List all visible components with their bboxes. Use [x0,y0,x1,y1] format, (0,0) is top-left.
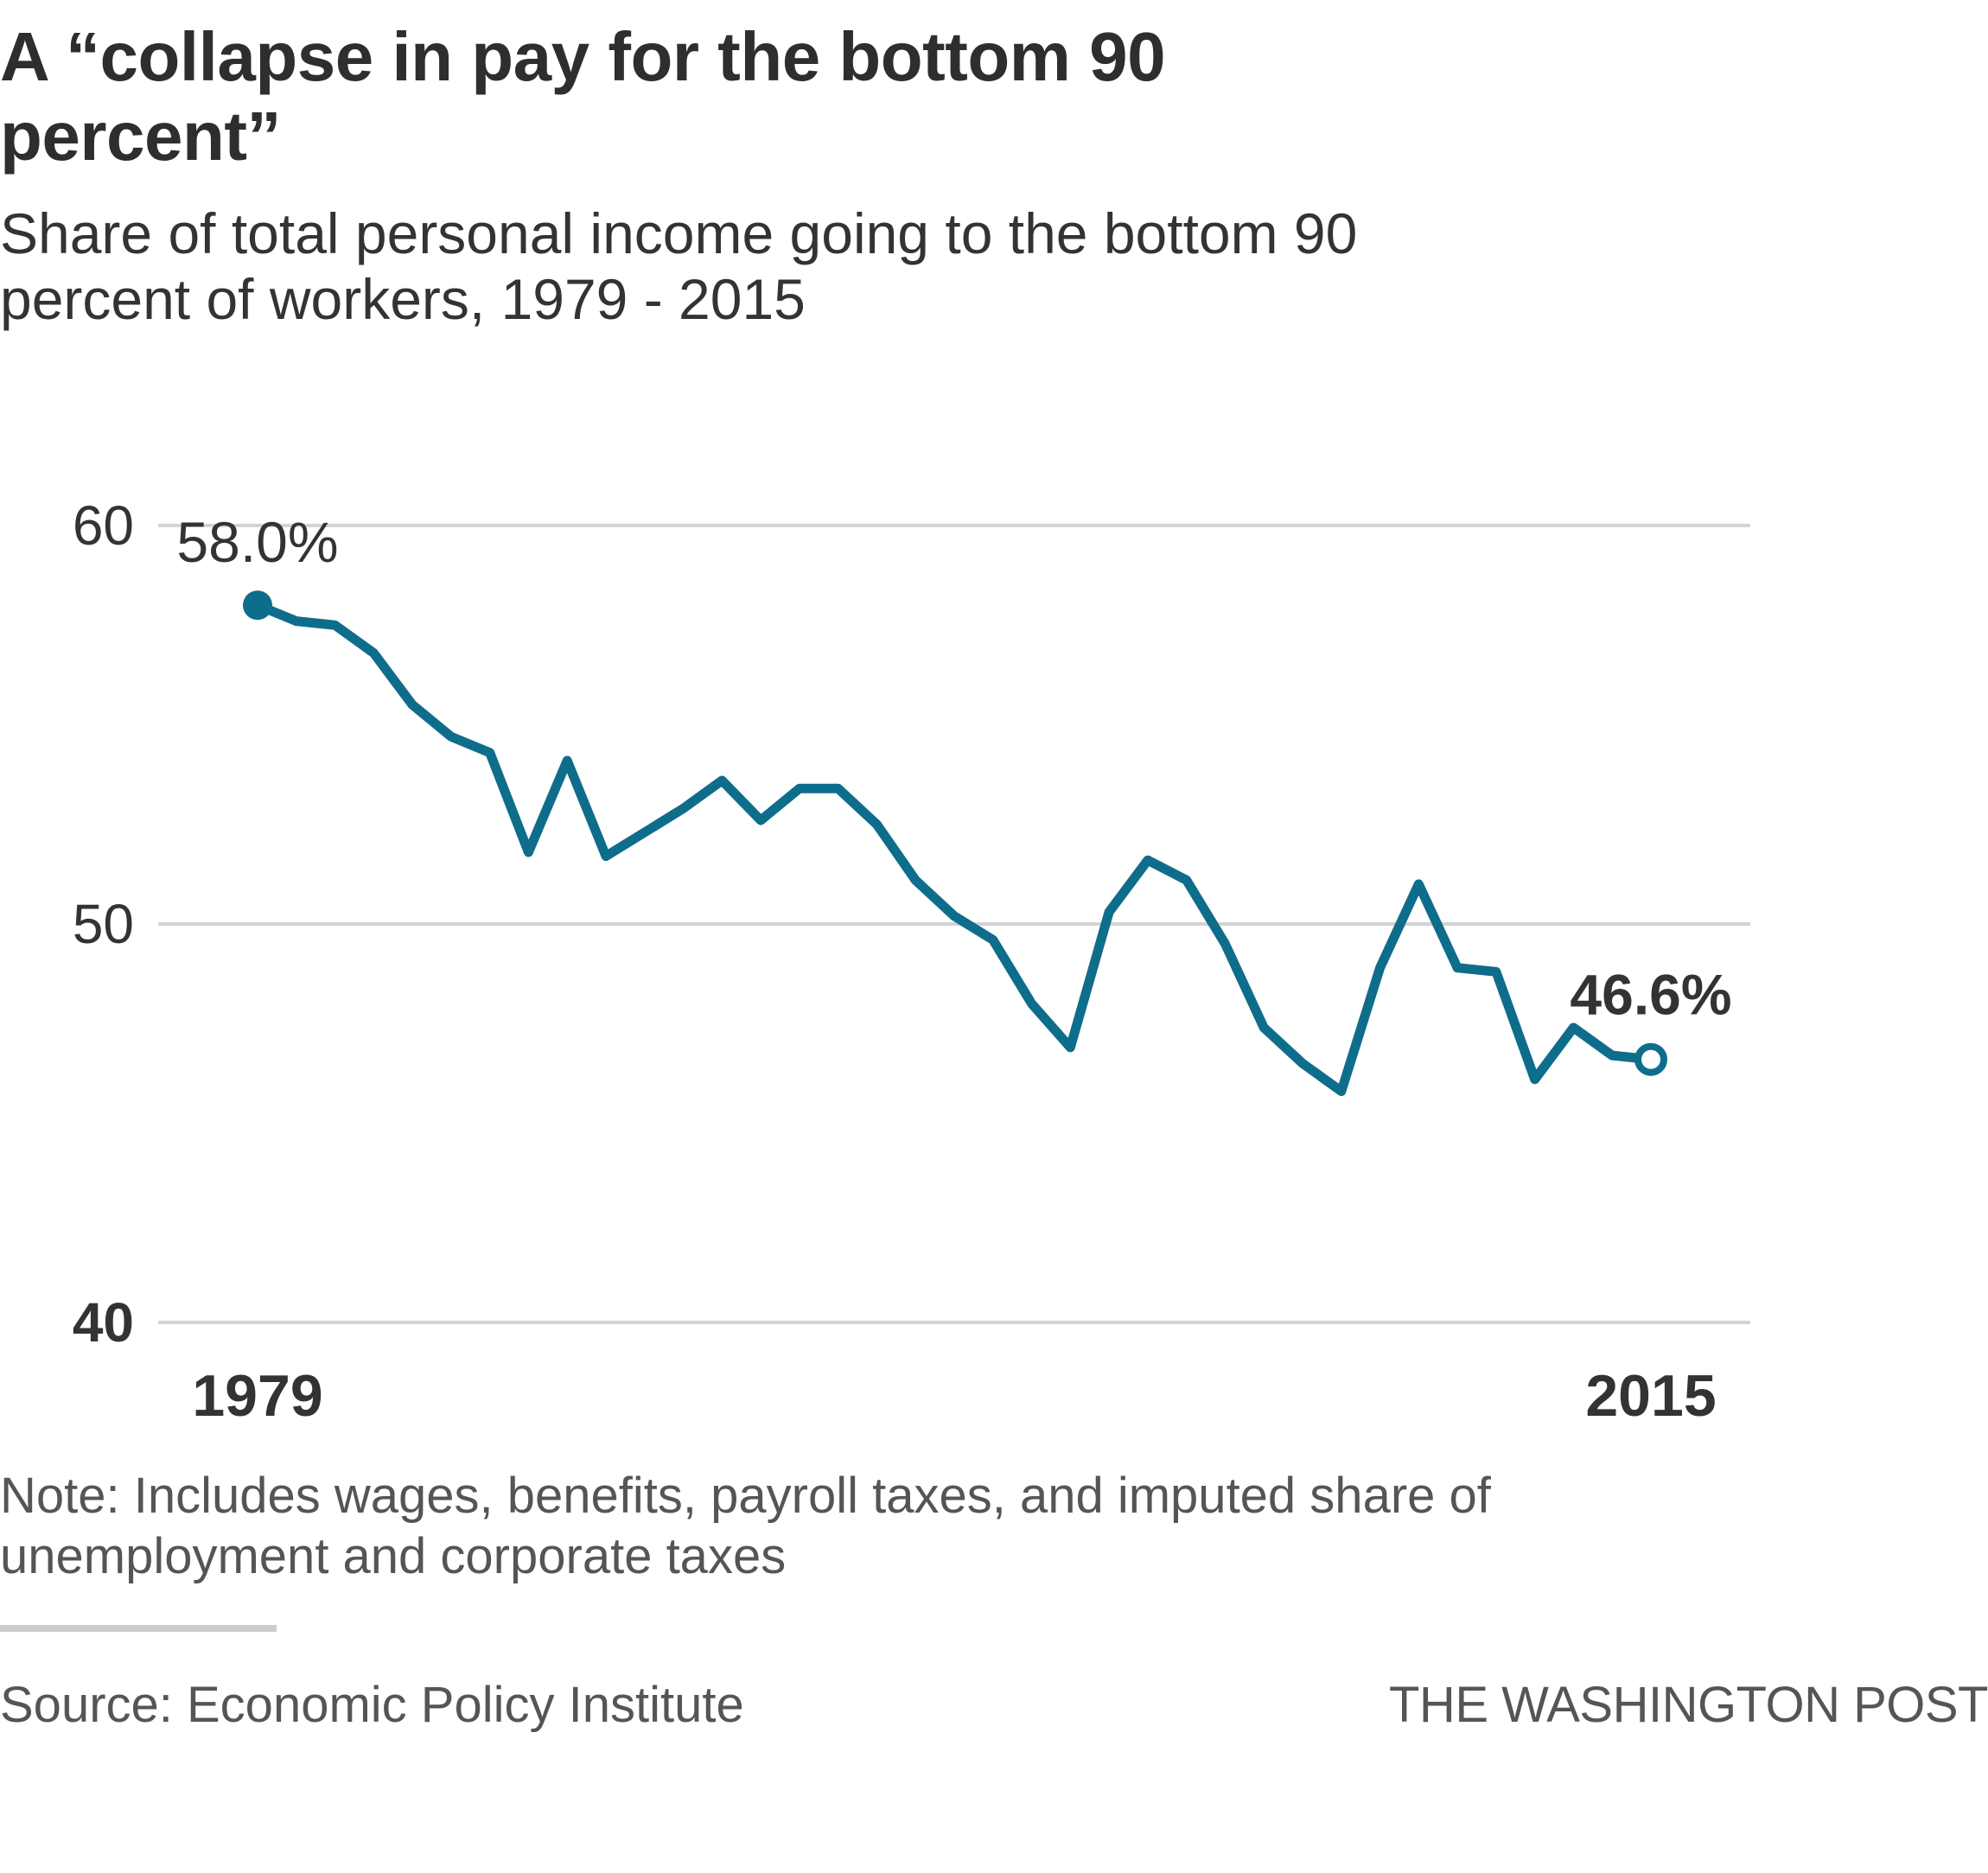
source-text: Source: Economic Policy Institute [0,1677,744,1733]
x-tick-label-2015: 2015 [1585,1363,1716,1429]
y-tick-label-60: 60 [73,494,134,557]
data-label-2015: 46.6% [1570,963,1731,1027]
data-point-end [1634,1042,1667,1076]
y-tick-label-40: 40 [73,1291,134,1354]
data-point-start [243,590,272,621]
chart-title: A “collapse in pay for the bottom 90 per… [0,18,1166,175]
series-line-0 [252,600,1656,1097]
y-axis-ticks: 60 50 40 [73,494,134,1354]
data-labels: 58.0% 46.6% [176,510,1731,1027]
chart-subtitle: Share of total personal income going to … [0,201,1358,331]
gridlines [158,524,1750,1324]
chart-note: Note: Includes wages, benefits, payroll … [0,1468,1491,1584]
line-chart: 60 50 40 1979 2015 58.0% 46.6% [73,494,1750,1429]
footer-divider [0,1625,277,1632]
y-tick-label-50: 50 [73,893,134,955]
publisher-credit: THE WASHINGTON POST [1389,1677,1988,1733]
series [243,590,1667,1097]
x-tick-label-1979: 1979 [192,1363,322,1429]
x-axis-ticks: 1979 2015 [192,1363,1716,1429]
data-label-1979: 58.0% [176,510,338,574]
